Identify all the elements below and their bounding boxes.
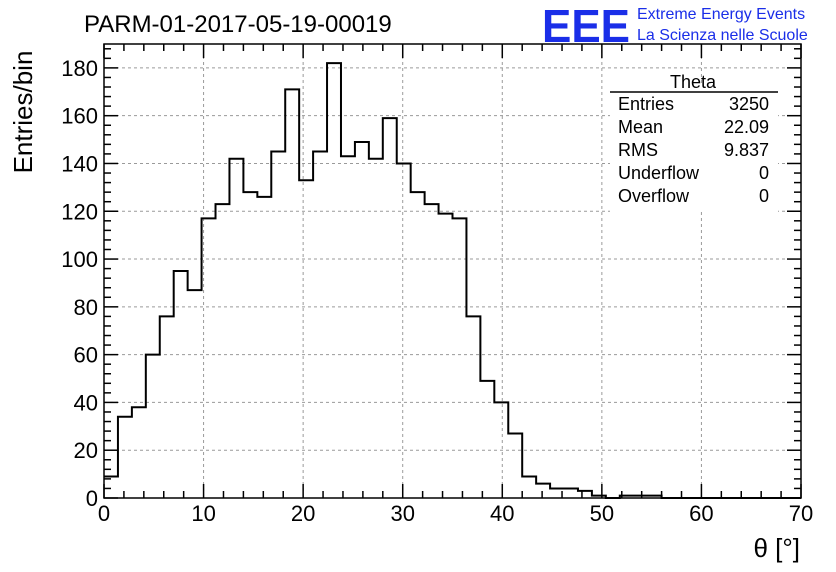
x-tick-label: 50 xyxy=(590,501,614,526)
x-tick-label: 30 xyxy=(390,501,414,526)
x-tick-label: 0 xyxy=(98,501,110,526)
histogram-series-line xyxy=(104,62,801,499)
y-axis-label: Entries/bin xyxy=(8,51,38,174)
grid xyxy=(104,44,801,498)
y-tick-label: 40 xyxy=(74,390,98,415)
x-tick-label: 40 xyxy=(490,501,514,526)
stats-row-label: Entries xyxy=(618,94,674,114)
x-tick-label: 10 xyxy=(191,501,215,526)
y-tick-label: 60 xyxy=(74,343,98,368)
stats-row-label: Overflow xyxy=(618,186,690,206)
x-tick-label: 20 xyxy=(291,501,315,526)
stats-row-value: 9.837 xyxy=(724,140,769,160)
logo-line-1: Extreme Energy Events xyxy=(637,6,805,23)
stats-row-value: 22.09 xyxy=(724,117,769,137)
stats-row-label: RMS xyxy=(618,140,658,160)
x-tick-label: 70 xyxy=(789,501,813,526)
run-title: PARM-01-2017-05-19-00019 xyxy=(84,11,392,38)
x-axis-label: θ [°] xyxy=(753,533,800,563)
axis-ticks xyxy=(103,44,802,499)
y-tick-label: 160 xyxy=(61,104,98,129)
y-tick-label: 120 xyxy=(61,199,98,224)
logo-line-2: La Scienza nelle Scuole xyxy=(637,27,808,44)
y-tick-label: 180 xyxy=(61,56,98,81)
y-tick-label: 80 xyxy=(74,295,98,320)
statistics-box: Theta Entries 3250 Mean 22.09 RMS 9.837 Underf… xyxy=(610,72,778,212)
stats-row-label: Mean xyxy=(618,117,663,137)
stats-row-value: 0 xyxy=(759,186,769,206)
plot-frame xyxy=(103,43,802,499)
x-tick-labels: 0 10 20 30 40 50 60 70 xyxy=(98,501,813,526)
stats-title: Theta xyxy=(670,72,717,92)
stats-row-value: 0 xyxy=(759,163,769,183)
x-tick-label: 60 xyxy=(689,501,713,526)
y-tick-label: 0 xyxy=(86,486,98,511)
y-tick-label: 140 xyxy=(61,151,98,176)
y-tick-labels: 0 20 40 60 80 100 120 140 160 180 xyxy=(61,56,98,511)
stats-row-label: Underflow xyxy=(618,163,700,183)
y-tick-label: 20 xyxy=(74,438,98,463)
eee-logo-mark: EEE xyxy=(542,0,630,52)
stats-row-value: 3250 xyxy=(729,94,769,114)
y-tick-label: 100 xyxy=(61,247,98,272)
